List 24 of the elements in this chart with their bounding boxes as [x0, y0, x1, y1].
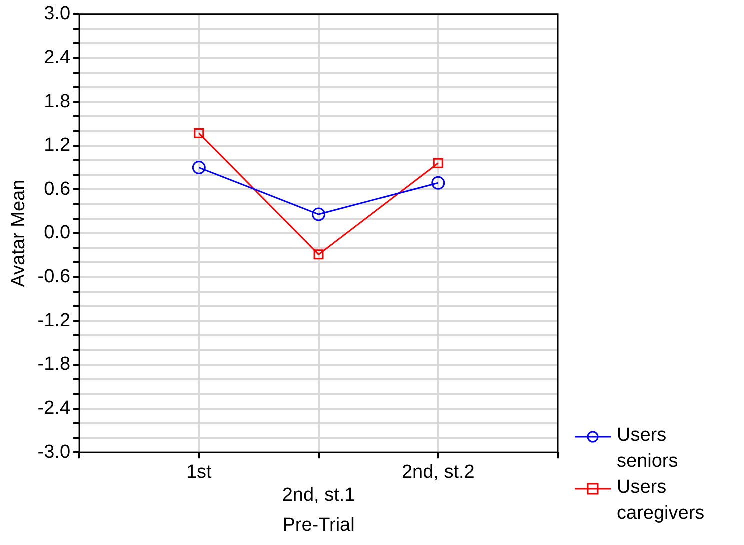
point [432, 176, 446, 190]
y-tick-label: -2.4 [38, 398, 71, 420]
y-axis-title: Avatar Mean [8, 180, 30, 288]
y-tick-label: 0.0 [44, 222, 71, 244]
x-axis-title: Pre-Trial [282, 514, 355, 536]
y-tick-label: -0.6 [38, 266, 71, 288]
y-tick-label: -1.8 [38, 354, 71, 376]
point [433, 158, 444, 168]
point [194, 128, 204, 138]
y-tick-label: 3.0 [44, 4, 71, 25]
y-tick-label: -3.0 [38, 442, 71, 463]
y-tick-label: 1.2 [44, 135, 71, 156]
point [192, 161, 206, 175]
x-tick-label: 2nd, st.1 [282, 485, 356, 506]
legend-label: Users seniors [617, 424, 680, 474]
x-tick-label: 2nd, st.2 [402, 462, 475, 484]
legend-label: Users caregivers [617, 476, 706, 526]
point [312, 208, 326, 222]
y-tick-label: 0.6 [44, 178, 71, 200]
y-tick-label: 2.4 [44, 47, 71, 68]
x-tick-label: 1st [186, 462, 213, 484]
y-tick-label: -1.2 [38, 310, 71, 332]
y-tick-label: 1.8 [44, 91, 71, 112]
point [314, 250, 324, 260]
